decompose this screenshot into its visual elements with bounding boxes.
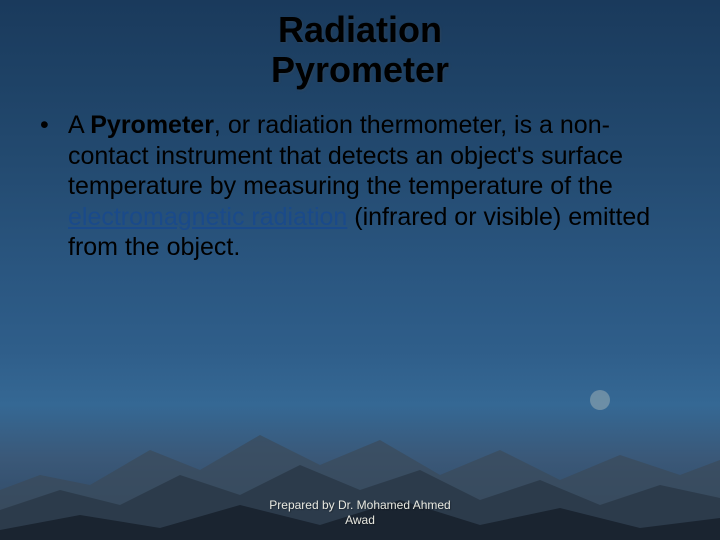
bullet-item: • A Pyrometer, or radiation thermometer,… <box>40 110 680 263</box>
moon-icon <box>590 390 610 410</box>
slide-title: Radiation Pyrometer <box>0 10 720 89</box>
slide: Radiation Pyrometer • A Pyrometer, or ra… <box>0 0 720 540</box>
text-seg-link: electromagnetic radiation <box>68 203 347 231</box>
text-seg-bold: Pyrometer <box>90 111 214 139</box>
title-line-1: Radiation <box>278 9 442 50</box>
title-line-2: Pyrometer <box>271 49 449 90</box>
slide-footer: Prepared by Dr. Mohamed Ahmed Awad <box>0 498 720 528</box>
slide-body: • A Pyrometer, or radiation thermometer,… <box>40 110 680 263</box>
bullet-marker: • <box>40 110 68 141</box>
footer-line-2: Awad <box>345 513 375 527</box>
text-seg-1: A <box>68 111 90 139</box>
footer-line-1: Prepared by Dr. Mohamed Ahmed <box>269 498 450 512</box>
bullet-text: A Pyrometer, or radiation thermometer, i… <box>68 110 680 263</box>
